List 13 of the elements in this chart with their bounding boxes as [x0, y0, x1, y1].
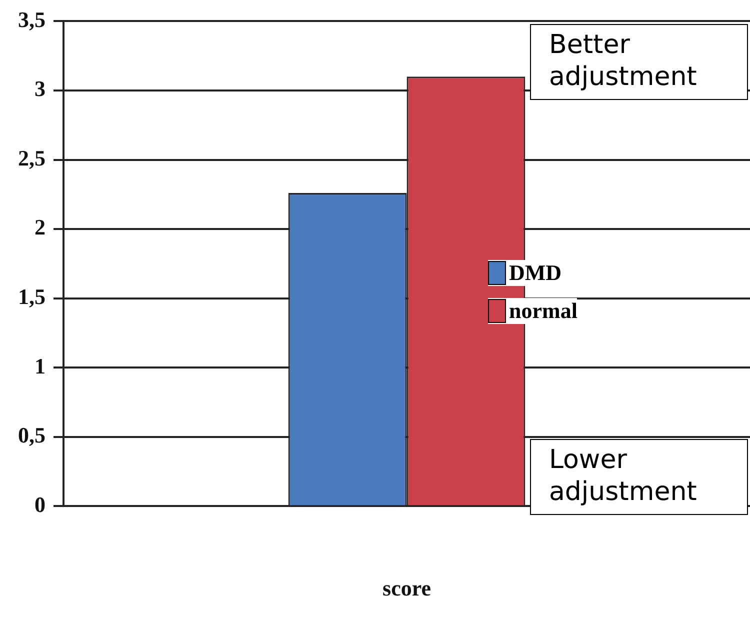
- legend-label: normal: [488, 298, 578, 324]
- y-tick-label: 1,5: [18, 284, 46, 310]
- y-tick-label: 3,5: [18, 6, 46, 32]
- y-tick-label: 2,5: [18, 145, 46, 170]
- text-box: Better adjustment: [530, 24, 748, 100]
- text-box: Lower adjustment: [530, 439, 748, 515]
- y-tick-label: 0: [34, 492, 46, 517]
- y-tick-label: 1: [34, 353, 46, 378]
- y-tick-label: 2: [34, 214, 46, 240]
- y-tick-label: 3: [34, 76, 46, 102]
- x-axis-title: score: [382, 575, 432, 600]
- y-tick-label: 0,5: [18, 422, 46, 448]
- legend-label: DMD: [488, 260, 578, 286]
